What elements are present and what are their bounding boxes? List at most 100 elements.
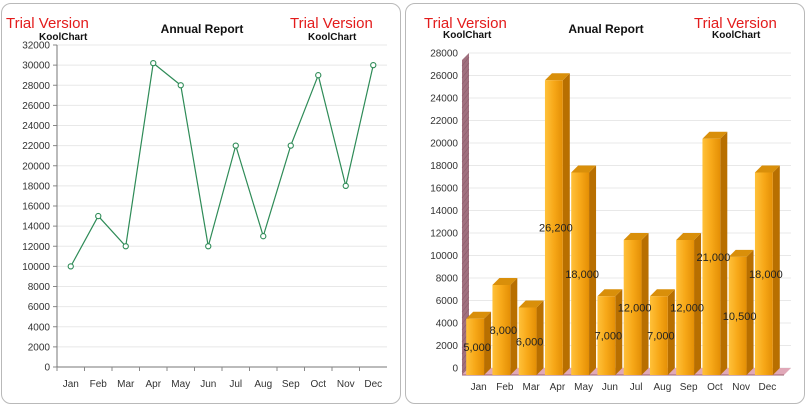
bar-top — [702, 131, 728, 139]
y-tick-label: 8000 — [28, 282, 51, 293]
data-point — [150, 59, 157, 67]
y-tick-label: 22000 — [430, 116, 458, 127]
bar-front — [728, 256, 747, 375]
wall-hatch — [461, 272, 470, 283]
wall-hatch — [461, 308, 470, 319]
wall-hatch — [461, 182, 470, 193]
data-point — [177, 82, 184, 89]
bar-side — [641, 233, 649, 375]
bar-top — [597, 289, 623, 297]
x-tick-label: Oct — [707, 382, 723, 393]
bar-top — [676, 233, 702, 240]
wall-hatch — [461, 194, 470, 205]
x-tick-label: Dec — [364, 379, 382, 390]
wall-hatch — [461, 218, 470, 229]
wall-hatch — [461, 146, 470, 157]
x-tick-label: Apr — [550, 382, 566, 393]
bar-top — [754, 165, 780, 173]
line-series — [67, 59, 377, 270]
trial-watermark-right: Trial Version — [694, 15, 777, 32]
wall-hatch — [461, 62, 470, 73]
data-point — [370, 61, 377, 69]
bar — [702, 131, 728, 375]
y-tick-label: 2000 — [436, 341, 459, 352]
bar-side — [720, 131, 728, 375]
data-label: 12,000 — [670, 303, 704, 315]
bar-front — [492, 285, 511, 375]
bar-chart: Trial Version KoolChart Trial Version Ko… — [424, 15, 791, 393]
series-line — [70, 61, 374, 267]
bar-front — [649, 296, 668, 375]
x-tick-label: Oct — [310, 379, 326, 390]
trial-watermark-left: Trial Version — [424, 15, 507, 32]
y-tick-label: 16000 — [22, 202, 50, 213]
data-label: 10,500 — [723, 311, 757, 323]
data-label: 7,000 — [647, 331, 675, 343]
y-tick-label: 10000 — [430, 251, 458, 262]
bar-chart-panel: Trial Version KoolChart Trial Version Ko… — [405, 3, 805, 404]
wall-hatch — [461, 152, 470, 163]
bar — [754, 165, 780, 375]
bar-front — [466, 318, 485, 375]
wall-hatch — [461, 164, 470, 175]
wall-hatch — [461, 188, 470, 199]
y-tick-label: 14000 — [430, 206, 458, 217]
wall-hatch — [461, 230, 470, 241]
line-chart: Trial Version KoolChart Trial Version Ko… — [6, 15, 387, 390]
brand-watermark-right: KoolChart — [308, 32, 357, 43]
y-tick-label: 12000 — [22, 242, 50, 253]
y-tick-label: 2000 — [28, 342, 51, 353]
wall-hatch — [461, 290, 470, 301]
x-tick-label: Nov — [337, 379, 355, 390]
bar-front — [571, 172, 590, 375]
x-tick-label: Jan — [471, 382, 487, 393]
wall-hatch — [461, 266, 470, 277]
y-tick-label: 8000 — [436, 274, 459, 285]
wall-hatch — [461, 254, 470, 265]
bar — [466, 311, 492, 375]
bar — [623, 233, 649, 375]
y-tick-label: 32000 — [22, 41, 50, 52]
data-label: 12,000 — [618, 303, 652, 315]
wall-hatch — [461, 86, 470, 97]
wall-hatch — [461, 80, 470, 91]
x-tick-label: Nov — [732, 382, 750, 393]
bar — [728, 249, 754, 375]
bar-series — [466, 73, 780, 375]
bar-side — [772, 165, 780, 375]
y-tick-label: 18000 — [430, 161, 458, 172]
wall-hatch — [461, 56, 470, 67]
wall-hatch — [461, 200, 470, 211]
trial-watermark-left: Trial Version — [6, 15, 89, 32]
y-tick-label: 10000 — [22, 262, 50, 273]
wall-hatch — [461, 140, 470, 151]
trial-watermark-right: Trial Version — [290, 15, 373, 32]
bar-top — [728, 249, 754, 257]
wall-hatch — [461, 122, 470, 133]
wall-hatch — [461, 92, 470, 103]
y-tick-label: 6000 — [436, 296, 459, 307]
bar — [518, 300, 544, 375]
brand-watermark-left: KoolChart — [443, 30, 492, 41]
data-label: 5,000 — [463, 342, 491, 354]
wall-hatch — [461, 98, 470, 109]
bar-front — [676, 240, 695, 375]
bar-top — [623, 233, 649, 240]
wall-hatch — [461, 170, 470, 181]
wall-hatch — [461, 284, 470, 295]
data-point — [287, 142, 294, 149]
y-tick-label: 0 — [44, 363, 50, 374]
line-chart-panel: Trial Version KoolChart Trial Version Ko… — [1, 3, 401, 404]
wall-hatch — [461, 110, 470, 121]
x-tick-label: Dec — [758, 382, 776, 393]
wall-hatch — [461, 236, 470, 247]
bar-side — [510, 278, 518, 375]
wall-hatch — [461, 116, 470, 127]
y-tick-labels: 0 2000 4000 6000 8000 10000 12000 14000 16000 180… — [22, 41, 50, 374]
x-tick-label: Jul — [229, 379, 242, 390]
bar — [649, 289, 675, 375]
x-tick-labels: Jan Feb Mar Apr May Jun Jul Aug Sep Oct Nov Dec — [56, 367, 382, 390]
wall-hatch — [461, 242, 470, 253]
x-tick-label: Jun — [602, 382, 618, 393]
x-tick-label: May — [171, 379, 190, 390]
